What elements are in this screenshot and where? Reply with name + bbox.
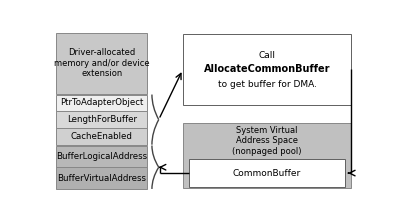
FancyBboxPatch shape bbox=[56, 111, 147, 128]
Text: BufferLogicalAddress: BufferLogicalAddress bbox=[56, 152, 147, 161]
Text: LengthForBuffer: LengthForBuffer bbox=[67, 115, 137, 124]
FancyBboxPatch shape bbox=[189, 159, 345, 187]
FancyBboxPatch shape bbox=[56, 167, 147, 189]
FancyBboxPatch shape bbox=[183, 34, 352, 105]
FancyBboxPatch shape bbox=[56, 128, 147, 145]
Text: Call: Call bbox=[259, 51, 276, 60]
Text: CommonBuffer: CommonBuffer bbox=[233, 169, 301, 178]
Text: BufferVirtualAddress: BufferVirtualAddress bbox=[57, 174, 146, 182]
FancyBboxPatch shape bbox=[183, 123, 352, 188]
FancyBboxPatch shape bbox=[56, 95, 147, 111]
Text: System Virtual
Address Space
(nonpaged pool): System Virtual Address Space (nonpaged p… bbox=[232, 126, 302, 156]
FancyBboxPatch shape bbox=[56, 146, 147, 167]
Text: to get buffer for DMA.: to get buffer for DMA. bbox=[217, 80, 316, 89]
Text: PtrToAdapterObject: PtrToAdapterObject bbox=[60, 98, 143, 107]
Text: CacheEnabled: CacheEnabled bbox=[71, 132, 132, 141]
Text: Driver-allocated
memory and/or device
extension: Driver-allocated memory and/or device ex… bbox=[54, 48, 150, 78]
FancyBboxPatch shape bbox=[56, 33, 147, 94]
Text: AllocateCommonBuffer: AllocateCommonBuffer bbox=[204, 64, 330, 74]
